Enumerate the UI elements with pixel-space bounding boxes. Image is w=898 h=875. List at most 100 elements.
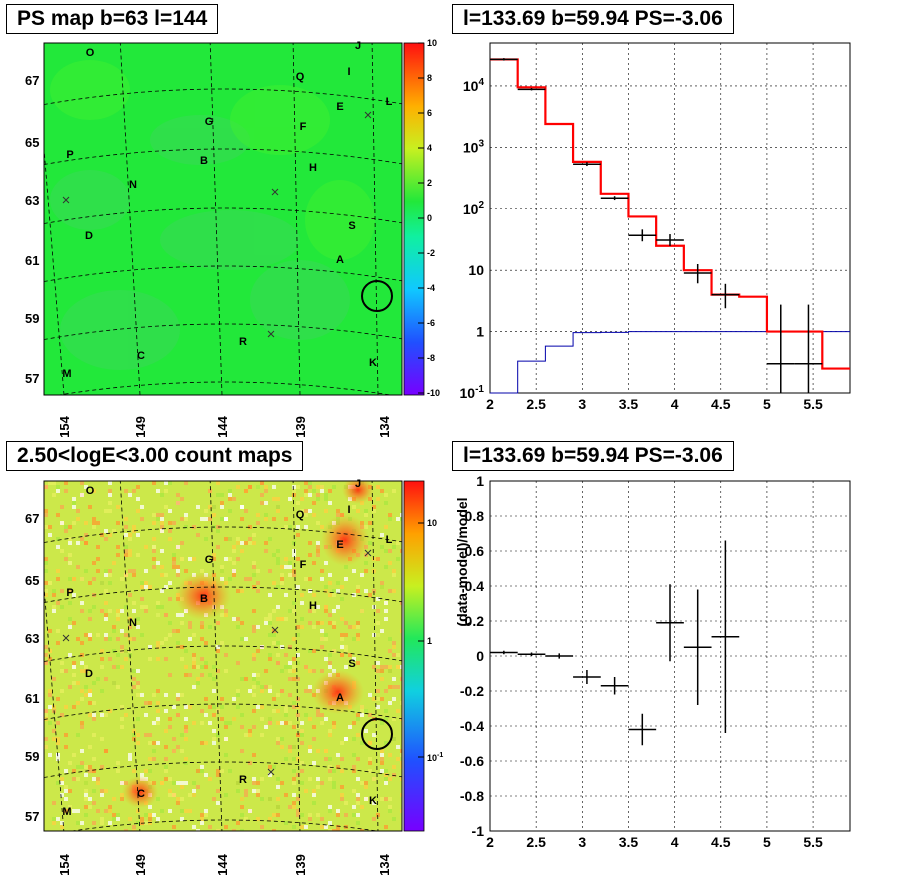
noise-pixel xyxy=(240,621,244,625)
noise-pixel xyxy=(264,517,268,521)
noise-pixel xyxy=(300,721,304,725)
source-label: F xyxy=(300,559,307,571)
noise-pixel xyxy=(132,669,136,673)
noise-pixel xyxy=(132,685,136,689)
noise-pixel xyxy=(300,781,304,785)
noise-pixel xyxy=(284,617,288,621)
noise-pixel xyxy=(200,637,204,641)
noise-pixel xyxy=(320,781,324,785)
noise-pixel xyxy=(400,677,402,681)
noise-pixel xyxy=(296,757,300,761)
noise-pixel xyxy=(332,725,336,729)
noise-pixel xyxy=(240,805,244,809)
noise-pixel xyxy=(380,629,384,633)
noise-pixel xyxy=(340,793,344,797)
noise-pixel xyxy=(176,713,180,717)
noise-pixel xyxy=(304,577,308,581)
noise-pixel xyxy=(380,753,384,757)
noise-pixel xyxy=(160,641,164,645)
noise-pixel xyxy=(120,665,124,669)
latitude-line xyxy=(44,207,402,224)
cross-marker xyxy=(62,196,70,204)
noise-pixel xyxy=(168,581,172,585)
noise-pixel xyxy=(92,717,96,721)
noise-pixel xyxy=(148,657,152,661)
noise-pixel xyxy=(372,817,376,821)
noise-pixel xyxy=(84,693,88,697)
noise-pixel xyxy=(356,637,360,641)
noise-pixel xyxy=(128,593,132,597)
noise-pixel xyxy=(92,757,96,761)
noise-pixel xyxy=(196,533,200,537)
noise-pixel xyxy=(376,661,380,665)
noise-pixel xyxy=(156,657,160,661)
noise-pixel xyxy=(356,717,360,721)
noise-pixel xyxy=(216,669,220,673)
noise-pixel xyxy=(288,805,292,809)
y-tick-label: 1 xyxy=(476,473,484,489)
source-label: H xyxy=(309,600,317,612)
noise-pixel xyxy=(276,797,280,801)
noise-pixel xyxy=(112,665,116,669)
noise-pixel xyxy=(156,689,160,693)
noise-pixel xyxy=(340,757,344,761)
noise-pixel xyxy=(240,637,244,641)
ps-map-coordinate-grid xyxy=(44,43,402,395)
y-tick-label: 0.8 xyxy=(465,508,485,524)
noise-pixel xyxy=(116,653,120,657)
noise-pixel xyxy=(124,649,128,653)
noise-pixel xyxy=(168,481,172,485)
noise-pixel xyxy=(172,793,176,797)
noise-pixel xyxy=(88,713,92,717)
noise-pixel xyxy=(168,621,172,625)
noise-pixel xyxy=(168,673,172,677)
noise-pixel xyxy=(152,549,156,553)
source-label: S xyxy=(348,658,355,670)
noise-pixel xyxy=(160,521,164,525)
noise-pixel xyxy=(164,709,168,713)
noise-pixel xyxy=(244,789,248,793)
noise-pixel xyxy=(76,637,80,641)
colorbar-tick-label: 10-1 xyxy=(427,752,443,763)
y-tick-label: 57 xyxy=(25,809,39,824)
noise-pixel xyxy=(48,753,52,757)
noise-pixel xyxy=(244,733,248,737)
noise-pixel xyxy=(44,653,48,657)
noise-pixel xyxy=(44,737,48,741)
noise-pixel xyxy=(316,713,320,717)
noise-pixel xyxy=(72,501,76,505)
noise-pixel xyxy=(320,637,324,641)
noise-pixel xyxy=(344,665,348,669)
noise-pixel xyxy=(68,625,72,629)
noise-pixel xyxy=(76,541,80,545)
noise-pixel xyxy=(52,609,56,613)
noise-pixel xyxy=(44,645,48,649)
noise-pixel xyxy=(396,745,400,749)
noise-pixel xyxy=(148,813,152,817)
source-label: G xyxy=(205,116,214,128)
noise-pixel xyxy=(164,729,168,733)
source-label: Q xyxy=(296,509,305,521)
noise-pixel xyxy=(292,725,296,729)
longitude-line xyxy=(119,43,141,395)
noise-pixel xyxy=(88,797,92,801)
noise-pixel xyxy=(220,565,224,569)
noise-pixel xyxy=(136,669,140,673)
noise-pixel xyxy=(264,549,268,553)
noise-pixel xyxy=(220,717,224,721)
noise-pixel xyxy=(328,821,332,825)
noise-pixel xyxy=(108,533,112,537)
count-map-coordinate-grid xyxy=(44,481,402,831)
noise-pixel xyxy=(212,741,216,745)
noise-pixel xyxy=(160,565,164,569)
x-tick-label: 144 xyxy=(215,853,230,875)
noise-pixel xyxy=(384,549,388,553)
noise-pixel xyxy=(368,541,372,545)
noise-pixel xyxy=(372,557,376,561)
residual-title: l=133.69 b=59.94 PS=-3.06 xyxy=(452,441,734,471)
noise-pixel xyxy=(268,633,272,637)
noise-pixel xyxy=(204,537,208,541)
noise-pixel xyxy=(252,565,256,569)
noise-pixel xyxy=(376,633,380,637)
noise-pixel xyxy=(132,729,136,733)
